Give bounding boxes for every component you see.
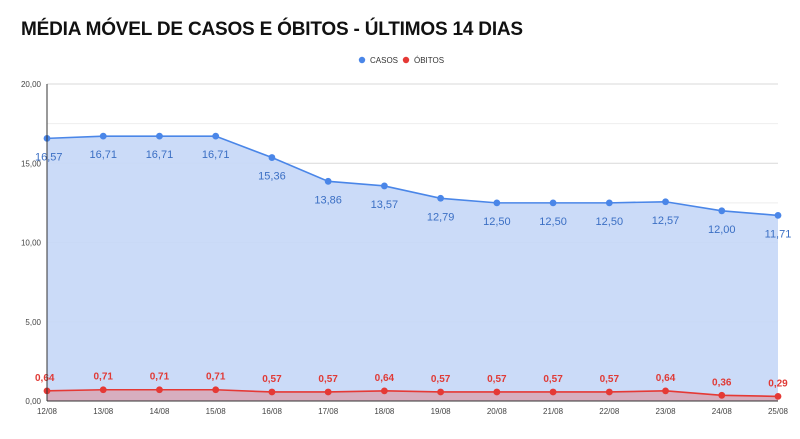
data-point [99,386,107,394]
x-tick-label: 14/08 [149,407,170,416]
legend-marker [358,56,366,64]
data-label: 12,00 [708,224,736,236]
data-label: 0,57 [543,374,563,385]
data-label: 16,71 [146,149,174,161]
legend-label: CASOS [370,56,398,65]
data-label: 0,71 [206,372,226,383]
data-label: 16,71 [89,149,117,161]
x-tick-label: 25/08 [768,407,789,416]
data-point [380,182,388,190]
data-label: 13,86 [314,194,342,206]
data-point [718,391,726,399]
data-point [268,154,276,161]
y-tick-label: 0,00 [25,397,41,406]
data-label: 12,57 [652,215,680,227]
data-point [437,388,445,396]
data-point [380,387,388,395]
data-point [774,211,782,219]
data-label: 0,57 [487,374,507,385]
y-tick-label: 5,00 [25,318,41,327]
x-tick-label: 24/08 [712,407,733,416]
data-point [493,388,501,396]
data-point [99,132,107,140]
data-label: 16,71 [202,149,230,161]
x-tick-label: 15/08 [206,407,227,416]
data-point [324,177,332,185]
data-point [437,194,445,202]
data-point [718,207,726,215]
line-casos [46,135,779,217]
x-tick-label: 20/08 [487,407,508,416]
data-point [156,132,163,140]
x-tick-label: 18/08 [374,407,395,416]
legend-label: ÓBITOS [414,56,444,65]
x-tick-label: 19/08 [431,407,452,416]
data-label: 15,36 [258,171,286,183]
x-tick-label: 13/08 [93,407,114,416]
data-point [549,388,557,396]
data-label: 12,50 [483,216,511,228]
x-tick-label: 12/08 [37,407,58,416]
data-point [212,132,220,140]
data-label: 0,57 [431,374,451,385]
data-point [662,387,669,395]
x-tick-label: 23/08 [656,407,677,416]
x-tick-label: 17/08 [318,407,339,416]
data-label: 11,71 [765,228,792,240]
y-tick-label: 15,00 [21,159,42,168]
data-point [605,388,613,396]
data-point [156,386,163,394]
x-tick-label: 22/08 [599,407,620,416]
data-label: 0,64 [656,373,676,384]
legend-marker [402,56,410,64]
area-casos [47,136,778,401]
data-label: 0,29 [768,378,788,389]
data-point [212,386,220,394]
data-label: 13,57 [371,199,399,211]
data-label: 12,50 [539,216,567,228]
x-tick-label: 16/08 [262,407,283,416]
data-point [268,388,276,396]
data-label: 0,57 [262,374,282,385]
data-label: 16,57 [35,151,63,163]
data-point [324,388,332,396]
data-label: 0,57 [318,374,338,385]
data-point [774,393,782,400]
x-tick-label: 21/08 [543,407,564,416]
data-label: 0,71 [93,372,113,383]
data-point [605,199,613,207]
data-label: 12,50 [596,216,624,228]
line-óbitos [46,388,779,398]
data-label: 0,57 [600,374,620,385]
y-tick-label: 20,00 [21,80,42,89]
data-label: 0,71 [150,372,170,383]
data-label: 0,64 [375,373,395,384]
data-point [549,199,557,207]
data-label: 0,64 [35,373,55,384]
chart-title: MÉDIA MÓVEL DE CASOS E ÓBITOS - ÚLTIMOS … [21,19,523,40]
data-point [662,198,669,206]
data-point [493,199,501,207]
y-tick-label: 10,00 [21,239,42,248]
data-label: 12,79 [427,211,455,223]
data-label: 0,36 [712,377,732,388]
